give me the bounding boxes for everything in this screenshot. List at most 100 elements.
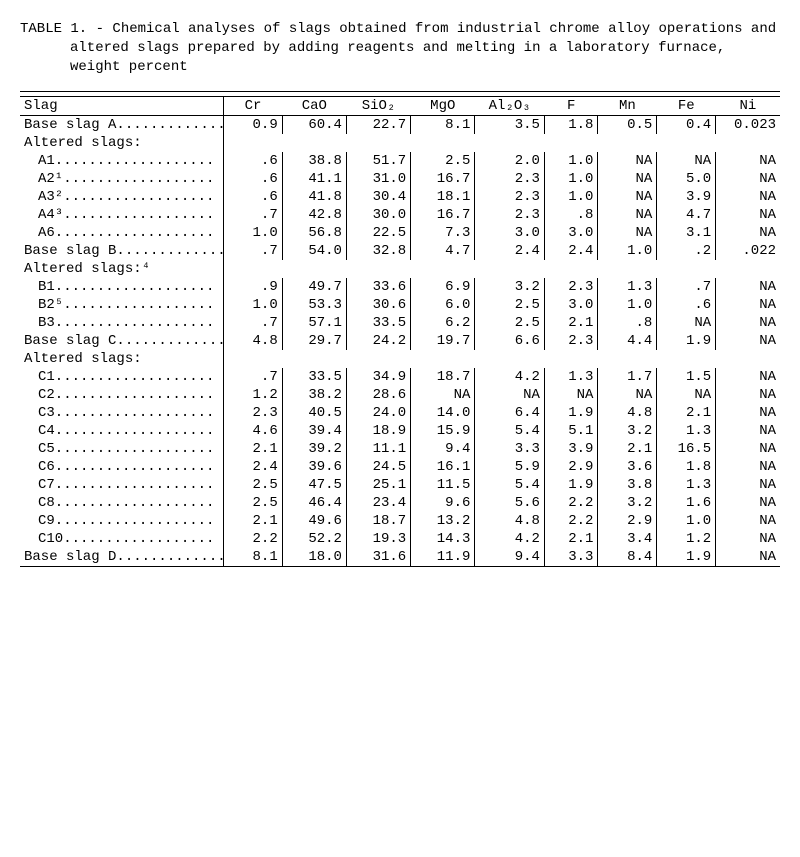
cell: 33.6 xyxy=(346,278,410,296)
cell: 1.8 xyxy=(544,115,598,134)
cell: .9 xyxy=(223,278,282,296)
col-al₂o₃: Al₂O₃ xyxy=(475,96,545,115)
cell: 23.4 xyxy=(346,494,410,512)
cell: 11.5 xyxy=(411,476,475,494)
cell: NA xyxy=(716,476,780,494)
cell: 2.9 xyxy=(598,512,657,530)
cell: 0.9 xyxy=(223,115,282,134)
cell: 4.2 xyxy=(475,530,545,548)
cell: 8.1 xyxy=(223,548,282,567)
row-label: C3................... xyxy=(20,404,223,422)
col-sio₂: SiO₂ xyxy=(346,96,410,115)
row-label: C9................... xyxy=(20,512,223,530)
cell: 2.4 xyxy=(544,242,598,260)
cell: NA xyxy=(716,440,780,458)
cell: 22.7 xyxy=(346,115,410,134)
cell: 4.8 xyxy=(223,332,282,350)
table-row: A1....................638.851.72.52.01.0… xyxy=(20,152,780,170)
row-label: C7................... xyxy=(20,476,223,494)
cell: 6.9 xyxy=(411,278,475,296)
cell: 33.5 xyxy=(346,314,410,332)
row-label: Base slag B.............. xyxy=(20,242,223,260)
cell: 1.0 xyxy=(223,296,282,314)
cell: 60.4 xyxy=(282,115,346,134)
cell: 57.1 xyxy=(282,314,346,332)
cell: 3.0 xyxy=(544,224,598,242)
cell: 30.0 xyxy=(346,206,410,224)
table-row: C3...................2.340.524.014.06.41… xyxy=(20,404,780,422)
table-row: Altered slags:⁴ xyxy=(20,260,780,278)
cell: 1.8 xyxy=(657,458,716,476)
cell: 28.6 xyxy=(346,386,410,404)
cell: .6 xyxy=(223,152,282,170)
cell: NA xyxy=(598,170,657,188)
cell: 2.3 xyxy=(475,170,545,188)
row-label: A4³.................. xyxy=(20,206,223,224)
cell: 1.3 xyxy=(544,368,598,386)
cell: 3.3 xyxy=(544,548,598,567)
cell: 49.7 xyxy=(282,278,346,296)
cell: 11.1 xyxy=(346,440,410,458)
cell: 18.0 xyxy=(282,548,346,567)
cell: NA xyxy=(716,278,780,296)
cell: 2.1 xyxy=(544,314,598,332)
cell: 1.0 xyxy=(598,242,657,260)
cell: 42.8 xyxy=(282,206,346,224)
cell: 24.5 xyxy=(346,458,410,476)
cell: 2.4 xyxy=(223,458,282,476)
cell: 2.1 xyxy=(657,404,716,422)
cell: 1.3 xyxy=(657,476,716,494)
cell: .7 xyxy=(223,242,282,260)
cell: 3.0 xyxy=(544,296,598,314)
cell: 24.2 xyxy=(346,332,410,350)
cell: 49.6 xyxy=(282,512,346,530)
row-label: B1................... xyxy=(20,278,223,296)
table-row: Altered slags: xyxy=(20,134,780,152)
cell: 39.4 xyxy=(282,422,346,440)
cell: NA xyxy=(716,224,780,242)
cell: NA xyxy=(716,386,780,404)
cell: 4.6 xyxy=(223,422,282,440)
table-row: Base slag B...............754.032.84.72.… xyxy=(20,242,780,260)
row-label: C8................... xyxy=(20,494,223,512)
cell: 2.3 xyxy=(544,332,598,350)
cell: 19.7 xyxy=(411,332,475,350)
cell: .6 xyxy=(223,170,282,188)
row-label: C1................... xyxy=(20,368,223,386)
col-cao: CaO xyxy=(282,96,346,115)
cell: NA xyxy=(716,494,780,512)
cell: 1.6 xyxy=(657,494,716,512)
table-row: C7...................2.547.525.111.55.41… xyxy=(20,476,780,494)
rule-top xyxy=(20,91,780,92)
cell: 15.9 xyxy=(411,422,475,440)
col-mn: Mn xyxy=(598,96,657,115)
cell: 3.5 xyxy=(475,115,545,134)
cell: NA xyxy=(598,224,657,242)
cell: 3.0 xyxy=(475,224,545,242)
cell: 9.6 xyxy=(411,494,475,512)
cell: .8 xyxy=(544,206,598,224)
cell: NA xyxy=(657,386,716,404)
col-slag: Slag xyxy=(20,96,223,115)
cell: 11.9 xyxy=(411,548,475,567)
cell: 4.8 xyxy=(475,512,545,530)
cell: 2.2 xyxy=(544,512,598,530)
cell: NA xyxy=(475,386,545,404)
cell: 2.5 xyxy=(223,476,282,494)
cell: 3.1 xyxy=(657,224,716,242)
cell: 51.7 xyxy=(346,152,410,170)
table-row: C2...................1.238.228.6NANANANA… xyxy=(20,386,780,404)
cell: 0.4 xyxy=(657,115,716,134)
cell: 1.9 xyxy=(657,548,716,567)
cell: 2.2 xyxy=(223,530,282,548)
cell: 5.4 xyxy=(475,422,545,440)
row-label: B3................... xyxy=(20,314,223,332)
cell: NA xyxy=(716,548,780,567)
cell: 2.3 xyxy=(223,404,282,422)
table-row: A4³...................742.830.016.72.3.8… xyxy=(20,206,780,224)
cell: NA xyxy=(657,152,716,170)
cell: .7 xyxy=(223,206,282,224)
cell: 4.7 xyxy=(411,242,475,260)
table-body: Base slag A..............0.960.422.78.13… xyxy=(20,115,780,566)
cell: NA xyxy=(716,206,780,224)
